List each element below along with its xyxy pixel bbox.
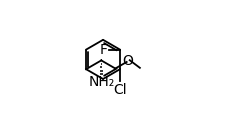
Text: NH₂: NH₂ xyxy=(88,75,114,89)
Text: O: O xyxy=(123,54,134,68)
Text: Cl: Cl xyxy=(113,83,127,97)
Text: F: F xyxy=(100,43,107,57)
